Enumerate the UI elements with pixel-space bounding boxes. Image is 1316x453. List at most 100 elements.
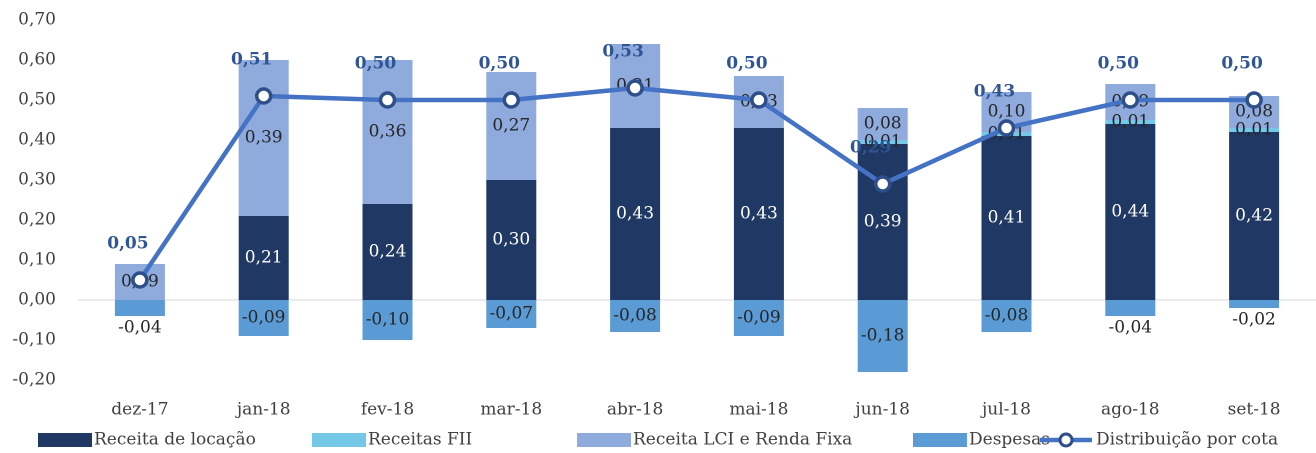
line-label: 0,50 [1221,54,1263,74]
data-label: 0,21 [245,248,283,268]
y-tick-label: 0,20 [18,210,56,230]
data-label: 0,43 [740,204,778,224]
legend-label: Despesas [969,430,1050,450]
data-label: 0,39 [864,212,902,232]
data-label: 0,41 [988,208,1026,228]
bar-segment [238,216,289,300]
bar-segment [857,140,908,144]
data-label: 0,43 [616,204,654,224]
x-tick-label: mai-18 [729,400,788,420]
legend-swatch [577,433,631,447]
legend-swatch [913,433,967,447]
line-label: 0,05 [107,234,148,254]
data-label: 0,39 [245,128,283,148]
legend-label: Receita de locação [94,430,256,450]
line [138,85,1255,282]
bar-segment [1229,300,1280,308]
y-tick-label: 0,50 [18,90,56,110]
line-label: 0,51 [231,50,272,70]
bar-segment [1105,120,1156,124]
data-label: -0,07 [489,304,533,324]
data-label: -0,04 [118,318,162,338]
bar-segment [733,300,784,336]
line-marker [1245,91,1263,109]
bar-segment [981,300,1032,332]
bar-segment [362,204,413,300]
line-label: 0,50 [726,54,768,74]
data-label: 0,08 [864,114,902,134]
line-label: 0,50 [1098,54,1140,74]
bar-segment [1229,132,1280,300]
bar-segment [610,128,661,300]
data-label: -0,04 [1108,318,1152,338]
bar-segment [857,300,908,372]
bar-segment [362,300,413,340]
line-label: 0,29 [850,138,891,158]
bar-segment [1105,300,1156,316]
data-label: -0,08 [985,306,1029,326]
line-marker [626,79,644,97]
data-label: 0,01 [1111,112,1149,132]
line-label: 0,50 [355,54,397,74]
bar-segment [1229,128,1280,132]
legend-swatch [312,433,366,447]
y-tick-label: -0,20 [12,370,56,390]
data-label: 0,44 [1111,202,1149,222]
data-label: 0,01 [1235,120,1273,140]
data-label: -0,09 [737,308,781,328]
bar-segment [1105,124,1156,300]
bar-segment [610,300,661,332]
y-tick-label: 0,00 [18,290,56,310]
legend-swatch [38,433,92,447]
bar-segment [486,180,537,300]
line-label: 0,50 [479,54,521,74]
data-label: -0,09 [242,308,286,328]
line-marker [873,175,892,193]
data-label: 0,36 [369,122,407,142]
x-tick-label: dez-17 [111,400,168,420]
line-marker [1121,91,1140,109]
data-label: -0,08 [613,306,657,326]
line-marker [750,91,768,109]
legend-marker [1058,432,1074,448]
y-tick-label: 0,30 [18,170,56,190]
data-label: 0,27 [492,116,530,136]
data-label: 0,08 [1235,102,1273,122]
bar-segment [114,300,165,316]
bar-segment [238,60,289,216]
data-label: -0,02 [1232,310,1276,330]
line-marker [254,87,273,105]
x-tick-label: fev-18 [361,400,414,420]
bar-segment [981,136,1032,300]
bar-segment [733,128,784,300]
x-tick-label: jul-18 [980,400,1031,420]
legend-label: Receita LCI e Renda Fixa [633,430,852,450]
data-label: 0,01 [864,132,902,152]
y-tick-label: 0,70 [18,10,56,30]
y-tick-label: 0,10 [18,250,56,270]
line-label: 0,43 [974,82,1015,102]
legend-label: Receitas FII [368,430,472,450]
y-tick-label: 0,60 [18,50,56,70]
line-marker [997,119,1016,137]
y-tick-label: 0,40 [18,130,56,150]
line-marker [502,91,521,109]
data-label: -0,18 [861,326,905,346]
x-tick-label: jan-18 [235,400,291,420]
x-tick-label: set-18 [1228,400,1281,420]
bar-segment [238,300,289,336]
data-label: -0,10 [366,310,410,330]
x-tick-label: abr-18 [607,400,664,420]
data-label: 0,24 [369,242,407,262]
data-label: 0,10 [988,102,1026,122]
x-tick-label: mar-18 [480,400,542,420]
line-label: 0,53 [602,42,643,62]
bar-segment [486,300,537,328]
bar-segment [857,108,908,140]
line-marker [378,91,397,109]
bar-segment [362,60,413,204]
x-tick-label: jun-18 [853,400,910,420]
data-label: 0,42 [1235,206,1273,226]
legend-label: Distribuição por cota [1096,430,1278,450]
